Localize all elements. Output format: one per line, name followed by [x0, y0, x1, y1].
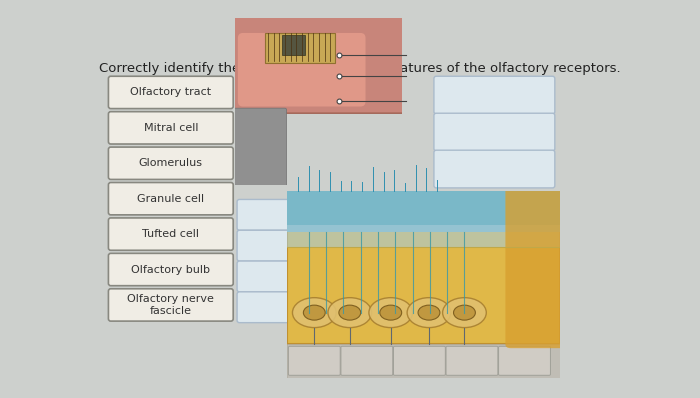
Text: Olfactory tract: Olfactory tract	[130, 88, 211, 98]
FancyBboxPatch shape	[237, 261, 333, 292]
FancyBboxPatch shape	[287, 191, 560, 232]
FancyBboxPatch shape	[108, 254, 233, 286]
Circle shape	[303, 305, 326, 320]
FancyBboxPatch shape	[108, 183, 233, 215]
FancyBboxPatch shape	[281, 35, 305, 55]
FancyBboxPatch shape	[287, 191, 560, 344]
Circle shape	[293, 298, 336, 328]
Text: Tufted cell: Tufted cell	[142, 229, 200, 239]
FancyBboxPatch shape	[498, 346, 550, 375]
FancyBboxPatch shape	[341, 346, 393, 375]
FancyBboxPatch shape	[434, 150, 555, 188]
Text: Olfactory nerve
fascicle: Olfactory nerve fascicle	[127, 294, 214, 316]
Circle shape	[418, 305, 440, 320]
Circle shape	[454, 305, 475, 320]
FancyBboxPatch shape	[108, 76, 233, 109]
FancyBboxPatch shape	[237, 292, 333, 323]
Text: Granule cell: Granule cell	[137, 194, 204, 204]
FancyBboxPatch shape	[446, 346, 498, 375]
FancyBboxPatch shape	[434, 113, 555, 151]
FancyBboxPatch shape	[108, 289, 233, 321]
FancyBboxPatch shape	[231, 15, 406, 113]
FancyBboxPatch shape	[434, 76, 555, 114]
Circle shape	[442, 298, 486, 328]
FancyBboxPatch shape	[237, 230, 333, 261]
Circle shape	[328, 298, 372, 328]
FancyBboxPatch shape	[108, 147, 233, 179]
Circle shape	[380, 305, 402, 320]
FancyBboxPatch shape	[108, 218, 233, 250]
FancyBboxPatch shape	[288, 346, 340, 375]
FancyBboxPatch shape	[393, 346, 445, 375]
FancyBboxPatch shape	[237, 199, 333, 230]
FancyBboxPatch shape	[287, 344, 560, 378]
Text: Glomerulus: Glomerulus	[139, 158, 203, 168]
Text: Mitral cell: Mitral cell	[144, 123, 198, 133]
FancyBboxPatch shape	[233, 108, 286, 187]
Circle shape	[339, 305, 361, 320]
Circle shape	[407, 298, 451, 328]
Text: Olfactory bulb: Olfactory bulb	[132, 265, 210, 275]
Text: Correctly identify the following anatomical features of the olfactory receptors.: Correctly identify the following anatomi…	[99, 62, 621, 74]
Circle shape	[369, 298, 412, 328]
FancyBboxPatch shape	[265, 33, 335, 63]
FancyBboxPatch shape	[238, 33, 365, 107]
FancyBboxPatch shape	[108, 112, 233, 144]
FancyBboxPatch shape	[287, 225, 560, 247]
FancyBboxPatch shape	[505, 187, 566, 348]
